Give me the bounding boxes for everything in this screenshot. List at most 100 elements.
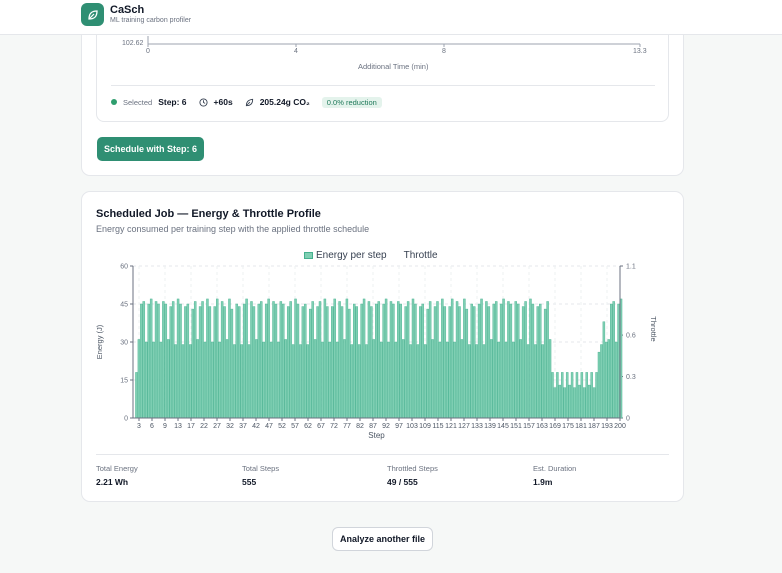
x-tick-label: 52 bbox=[278, 423, 286, 430]
energy-bar bbox=[208, 306, 212, 419]
x-tick-label: 121 bbox=[445, 423, 457, 430]
energy-bar bbox=[431, 339, 434, 419]
chart-legend: Energy per step Throttle bbox=[304, 250, 438, 261]
energy-bar bbox=[216, 298, 219, 419]
energy-bar bbox=[353, 303, 356, 419]
energy-bar bbox=[279, 301, 283, 419]
energy-bar bbox=[455, 301, 459, 419]
energy-bar bbox=[539, 303, 542, 419]
energy-bar bbox=[541, 344, 544, 419]
energy-bar bbox=[397, 301, 400, 419]
energy-bar bbox=[568, 384, 571, 419]
x-tick-label: 57 bbox=[291, 423, 299, 430]
energy-bar bbox=[384, 298, 388, 419]
leaf-icon bbox=[245, 98, 253, 106]
energy-bar bbox=[470, 303, 473, 419]
energy-bar bbox=[189, 344, 192, 419]
energy-bar bbox=[553, 387, 557, 419]
energy-bar bbox=[509, 303, 513, 419]
energy-bar bbox=[149, 298, 153, 419]
x-tick-label: 103 bbox=[406, 423, 418, 430]
energy-bar bbox=[436, 301, 439, 419]
energy-bar bbox=[507, 301, 510, 419]
energy-bar bbox=[365, 344, 368, 419]
x-tick-label: 92 bbox=[382, 423, 390, 430]
energy-bar bbox=[206, 298, 209, 419]
energy-bar bbox=[379, 341, 383, 419]
energy-bar bbox=[196, 339, 199, 419]
x-tick-label: 115 bbox=[432, 423, 443, 430]
energy-bar bbox=[404, 306, 407, 419]
selection-divider bbox=[111, 85, 655, 86]
x-tick-label: 37 bbox=[239, 423, 247, 430]
energy-bar bbox=[458, 306, 461, 419]
energy-bar bbox=[350, 344, 354, 419]
y-axis-title: Energy (J) bbox=[95, 324, 104, 359]
x-tick-label: 187 bbox=[588, 423, 600, 430]
schedule-button[interactable]: Schedule with Step: 6 bbox=[97, 137, 204, 161]
x-tick-label: 127 bbox=[458, 423, 470, 430]
energy-bar bbox=[198, 306, 202, 419]
energy-bar bbox=[179, 303, 182, 419]
x-tick-label: 42 bbox=[252, 423, 260, 430]
energy-bar bbox=[137, 339, 141, 419]
y2-tick-label: 0.3 bbox=[626, 374, 636, 381]
energy-bar bbox=[424, 344, 427, 419]
energy-bar bbox=[286, 306, 290, 419]
stats-divider bbox=[96, 454, 669, 455]
energy-bar bbox=[269, 341, 273, 419]
energy-bar bbox=[186, 303, 190, 419]
y-tick-label: 60 bbox=[120, 264, 128, 271]
analyze-another-button[interactable]: Analyze another file bbox=[332, 527, 433, 551]
energy-bar bbox=[583, 387, 586, 419]
energy-bar bbox=[556, 372, 559, 419]
energy-bar bbox=[490, 339, 493, 419]
leaf-icon bbox=[87, 9, 98, 20]
selected-time: +60s bbox=[213, 97, 233, 107]
energy-bar bbox=[191, 308, 194, 419]
energy-bar bbox=[223, 306, 226, 419]
energy-bar bbox=[135, 372, 138, 419]
y-tick-label: 0 bbox=[124, 416, 128, 423]
tradeoff-chart bbox=[147, 36, 641, 47]
energy-bar bbox=[446, 341, 449, 419]
energy-bar bbox=[203, 341, 207, 419]
energy-bar bbox=[441, 298, 444, 419]
selected-dot-icon bbox=[111, 99, 117, 105]
energy-bar bbox=[536, 306, 540, 419]
x-tick-label: 72 bbox=[330, 423, 338, 430]
x-tick-label: 22 bbox=[200, 423, 208, 430]
energy-bar bbox=[485, 301, 488, 419]
stat-value: 555 bbox=[242, 477, 257, 487]
energy-bar bbox=[201, 301, 204, 419]
app-logo bbox=[81, 3, 104, 26]
x-tick-label: 62 bbox=[304, 423, 312, 430]
energy-bar bbox=[468, 344, 471, 419]
energy-bar bbox=[438, 341, 442, 419]
energy-bar bbox=[142, 301, 146, 419]
x-tick-label: 67 bbox=[317, 423, 325, 430]
energy-bar bbox=[152, 341, 155, 419]
energy-bar bbox=[534, 344, 537, 419]
energy-bar bbox=[573, 387, 576, 419]
stat-label: Total Energy bbox=[96, 464, 138, 473]
x-tick-label: 133 bbox=[471, 423, 483, 430]
energy-bar bbox=[338, 301, 341, 419]
stat-value: 1.9m bbox=[533, 477, 553, 487]
energy-bar bbox=[235, 303, 239, 419]
energy-bar bbox=[326, 306, 329, 419]
energy-bar bbox=[238, 306, 241, 419]
energy-bar bbox=[255, 339, 258, 419]
y2-tick-label: 0.6 bbox=[626, 333, 636, 340]
y2-tick-label: 1.1 bbox=[626, 264, 636, 271]
energy-bar bbox=[289, 301, 292, 419]
x-tick-label: 181 bbox=[575, 423, 587, 430]
energy-bar bbox=[453, 341, 456, 419]
energy-bar bbox=[252, 306, 256, 419]
energy-bar bbox=[240, 344, 243, 419]
energy-bar bbox=[184, 306, 187, 419]
energy-bar bbox=[448, 306, 451, 419]
energy-bar bbox=[543, 308, 547, 419]
energy-throttle-chart: 0 15 30 45 60 0 0.3 0.6 1.1 3 6 9 13 17 22 27 32 37 42 47 52… bbox=[95, 264, 658, 441]
energy-bar bbox=[218, 341, 221, 419]
